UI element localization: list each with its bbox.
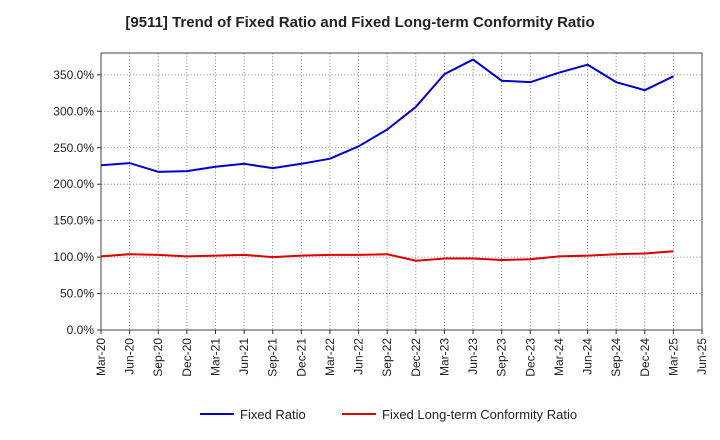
- x-tick-label: Dec-20: [180, 338, 194, 377]
- x-tick-label: Jun-21: [237, 338, 251, 375]
- x-tick-label: Mar-23: [437, 338, 451, 376]
- x-tick-label: Mar-25: [666, 338, 680, 376]
- y-tick-label: 200.0%: [53, 177, 94, 191]
- series-line: [100, 250, 674, 262]
- x-tick-label: Dec-24: [638, 338, 652, 377]
- x-tick-label: Jun-23: [466, 338, 480, 375]
- legend-label: Fixed Ratio: [240, 407, 306, 422]
- x-tick-label: Sep-22: [380, 338, 394, 377]
- x-tick-label: Dec-23: [523, 338, 537, 377]
- y-tick-label: 0.0%: [67, 323, 95, 337]
- y-tick-label: 50.0%: [60, 287, 94, 301]
- plot-frame: [100, 52, 703, 331]
- y-tick-label: 100.0%: [53, 250, 94, 264]
- x-tick-label: Dec-21: [294, 338, 308, 377]
- x-tick-label: Mar-22: [323, 338, 337, 376]
- x-tick-label: Mar-20: [94, 338, 108, 376]
- legend-label: Fixed Long-term Conformity Ratio: [382, 407, 577, 422]
- plot-area: [101, 53, 702, 330]
- x-tick-label: Jun-22: [352, 338, 366, 375]
- chart-title: [9511] Trend of Fixed Ratio and Fixed Lo…: [125, 14, 595, 31]
- x-tick-label: Jun-25: [695, 338, 709, 375]
- y-tick-label: 150.0%: [53, 214, 94, 228]
- x-tick-label: Dec-22: [409, 338, 423, 377]
- series-line: [100, 58, 674, 173]
- x-tick-label: Jun-24: [581, 338, 595, 375]
- x-tick-label: Sep-23: [495, 338, 509, 377]
- x-tick-label: Jun-20: [123, 338, 137, 375]
- x-tick-label: Sep-24: [609, 338, 623, 377]
- x-tick-label: Mar-21: [208, 338, 222, 376]
- x-tick-label: Sep-21: [266, 338, 280, 377]
- y-tick-label: 300.0%: [53, 104, 94, 118]
- x-tick-label: Mar-24: [552, 338, 566, 376]
- y-tick-label: 250.0%: [53, 141, 94, 155]
- x-tick-label: Sep-20: [151, 338, 165, 377]
- y-tick-label: 350.0%: [53, 68, 94, 82]
